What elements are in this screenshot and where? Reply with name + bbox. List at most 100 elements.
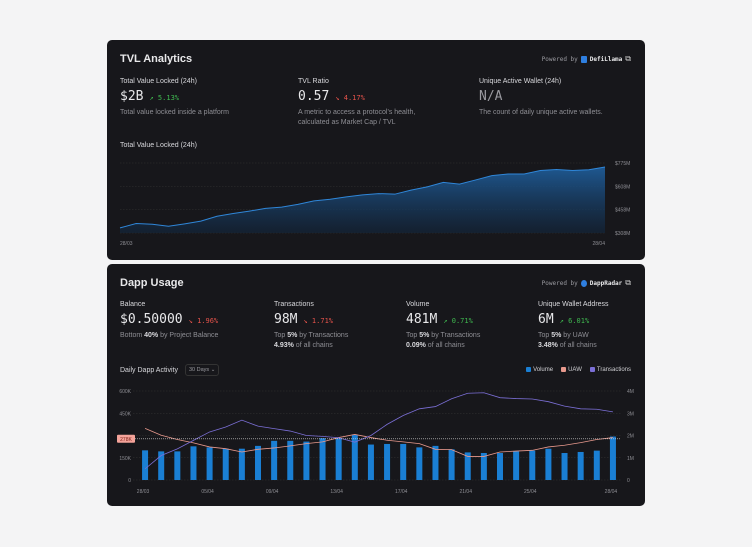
external-link-icon[interactable]: ⧉ — [625, 54, 631, 63]
x-tick-label: 25/04 — [524, 489, 537, 495]
powered-by-defillama[interactable]: Powered by DefiLlama ⧉ — [542, 54, 631, 64]
change-up: ↗ 6.01% — [559, 317, 590, 325]
volume-bar — [480, 453, 487, 480]
x-tick-label: 21/04 — [459, 489, 472, 495]
x-tick-label: 28/04 — [592, 241, 605, 247]
volume-bar — [497, 453, 503, 480]
volume-bar — [545, 448, 552, 480]
y-left-tick-label: 150K — [119, 456, 131, 462]
tvl-area-chart: $775M $608M $458M $308M 28/03 28/04 — [119, 161, 630, 247]
metric-label: Balance — [120, 301, 146, 308]
provider-name: DappRadar — [589, 279, 623, 287]
volume-bar — [561, 453, 568, 480]
dapp-activity-chart: 600K 450K 150K 0 4M 3M 2M 1M 0 278K 28/03 05/04 09/0… — [117, 389, 634, 495]
provider-name: DefiLlama — [589, 55, 623, 63]
volume-bar — [158, 451, 165, 480]
metric-balance: Balance $0.50000 ↘ 1.96% Bottom 40% by Pr… — [120, 301, 218, 341]
y-right-tick-label: 1M — [627, 456, 634, 462]
change-up: ↗ 5.13% — [149, 94, 179, 102]
y-right-tick-label: 3M — [627, 411, 634, 417]
x-tick-label: 28/03 — [120, 241, 133, 247]
volume-bar — [271, 440, 278, 480]
volume-bar — [400, 443, 407, 480]
reference-badge — [117, 434, 135, 443]
volume-bar — [190, 446, 197, 480]
volume-bar — [142, 450, 149, 480]
chart-legend: Volume UAW Transactions — [526, 367, 631, 373]
metric-tvl-ratio: TVL Ratio 0.57 ↘ 4.17% A metric to access… — [298, 78, 448, 128]
y-left-tick-label: 0 — [128, 478, 131, 484]
reference-label: 278K — [120, 437, 132, 443]
volume-bar — [577, 451, 584, 480]
metric-label: Total Value Locked (24h) — [120, 78, 197, 85]
x-tick-label: 05/04 — [201, 489, 214, 495]
volume-bar — [432, 445, 439, 480]
change-up: ↗ 0.71% — [443, 317, 473, 325]
metric-value: 481M — [406, 312, 438, 327]
volume-bar — [319, 438, 326, 480]
x-tick-label: 28/03 — [137, 489, 150, 495]
metric-unique-active-wallet: Unique Active Wallet (24h) N/A The count… — [479, 78, 603, 118]
legend-volume[interactable]: Volume — [526, 367, 553, 373]
volume-bar — [529, 450, 536, 480]
y-right-tick-label: 4M — [627, 389, 634, 395]
volume-bar — [238, 448, 245, 480]
y-left-tick-label: 450K — [119, 411, 131, 417]
dapp-title: Dapp Usage — [120, 277, 184, 289]
legend-uaw[interactable]: UAW — [561, 367, 582, 373]
metric-label: Unique Active Wallet (24h) — [479, 78, 562, 85]
x-tick-label: 17/04 — [395, 489, 408, 495]
range-dropdown[interactable]: 30 Days ⌄ — [185, 364, 220, 376]
metric-value: $2B — [120, 89, 144, 104]
y-right-tick-label: 0 — [627, 478, 630, 484]
tvl-analytics-card: TVL Analytics Powered by DefiLlama ⧉ Tot… — [107, 40, 645, 260]
tvl-area — [120, 167, 605, 233]
tvl-title: TVL Analytics — [120, 53, 193, 65]
metric-desc: Top 5% by UAW 3.48% of all chains — [538, 332, 597, 349]
x-tick-label: 09/04 — [266, 489, 279, 495]
uaw-line — [144, 428, 613, 457]
metric-tvl: Total Value Locked (24h) $2B ↗ 5.13% Tota… — [120, 78, 229, 118]
metric-desc: The count of daily unique active wallets… — [479, 109, 603, 116]
external-link-icon[interactable]: ⧉ — [625, 278, 631, 287]
metric-volume: Volume 481M ↗ 0.71% Top 5% by Transaction… — [406, 301, 480, 351]
metric-transactions: Transactions 98M ↘ 1.71% Top 5% by Transa… — [274, 301, 348, 351]
metric-value: N/A — [479, 89, 503, 104]
metric-label: Volume — [406, 301, 430, 308]
y-tick-label: $775M — [615, 161, 630, 167]
change-down: ↘ 1.96% — [188, 317, 219, 325]
transactions-line — [144, 392, 613, 470]
volume-bar — [513, 451, 520, 480]
volume-bar — [384, 443, 391, 480]
metric-desc: Bottom 40% by Project Balance — [120, 332, 219, 339]
powered-by-dappradar[interactable]: Powered by DappRadar ⧉ — [542, 278, 631, 288]
metric-desc: Total value locked inside a platform — [120, 109, 229, 116]
y-tick-label: $458M — [615, 208, 630, 214]
x-tick-label: 28/04 — [605, 489, 618, 495]
metric-unique-wallet-address: Unique Wallet Address 6M ↗ 6.01% Top 5% b… — [538, 301, 609, 351]
metric-value: 98M — [274, 312, 298, 327]
powered-by-label: Powered by — [541, 55, 578, 63]
volume-bar — [303, 441, 310, 480]
volume-bar — [609, 436, 616, 480]
x-tick-label: 13/04 — [330, 489, 343, 495]
volume-bar — [593, 450, 600, 480]
dapp-usage-card: Dapp Usage Powered by DappRadar ⧉ Balanc… — [107, 264, 645, 506]
change-down: ↘ 4.17% — [335, 94, 365, 102]
volume-bar — [222, 448, 229, 480]
y-tick-label: $608M — [615, 184, 630, 190]
volume-bar — [351, 434, 358, 480]
volume-bar — [448, 449, 455, 480]
volume-bar — [464, 452, 471, 480]
volume-bar — [335, 438, 342, 480]
volume-bar — [255, 445, 261, 480]
volume-bar — [174, 451, 181, 480]
metric-value: $0.50000 — [120, 312, 183, 327]
volume-bar — [206, 447, 213, 480]
metric-label: Unique Wallet Address — [538, 301, 609, 308]
volume-bar — [416, 447, 423, 480]
legend-transactions[interactable]: Transactions — [589, 367, 631, 373]
y-left-tick-label: 600K — [119, 389, 131, 395]
tvl-chart-label: Total Value Locked (24h) — [120, 142, 197, 149]
metric-label: TVL Ratio — [298, 78, 329, 85]
